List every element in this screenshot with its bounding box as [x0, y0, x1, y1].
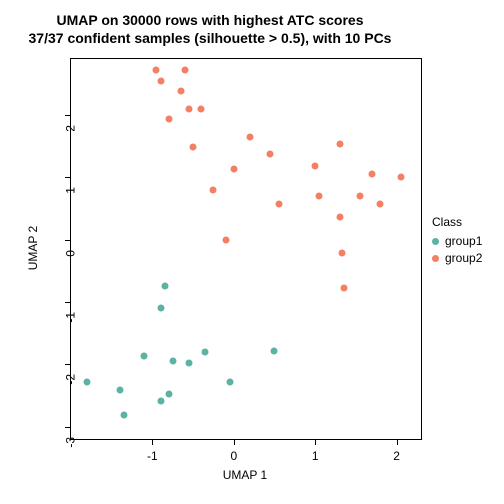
x-tick-label: -1 [147, 439, 158, 463]
data-point [336, 140, 343, 147]
data-point [157, 398, 164, 405]
legend-swatch [432, 238, 439, 245]
legend-item: group2 [432, 250, 482, 267]
data-point [141, 353, 148, 360]
legend: Class group1group2 [432, 215, 482, 267]
title-line-1: UMAP on 30000 rows with highest ATC scor… [56, 12, 363, 28]
legend-label: group2 [445, 250, 482, 267]
data-point [120, 412, 127, 419]
y-tick-label: 2 [64, 115, 78, 132]
data-point [226, 378, 233, 385]
data-point [222, 236, 229, 243]
data-point [161, 282, 168, 289]
title-line-2: 37/37 confident samples (silhouette > 0.… [29, 30, 392, 46]
data-point [181, 67, 188, 74]
data-point [316, 193, 323, 200]
chart-title: UMAP on 30000 rows with highest ATC scor… [0, 12, 420, 47]
y-tick-label: -2 [64, 364, 78, 385]
data-point [165, 115, 172, 122]
data-point [84, 379, 91, 386]
data-point [153, 67, 160, 74]
plot-area: -1012-3-2-1012 [70, 58, 422, 440]
y-tick-label: -3 [64, 427, 78, 448]
x-tick-label: 2 [393, 439, 400, 463]
data-point [198, 105, 205, 112]
data-point [271, 347, 278, 354]
data-point [165, 391, 172, 398]
data-point [116, 387, 123, 394]
data-point [369, 171, 376, 178]
data-point [186, 105, 193, 112]
y-axis-label: UMAP 2 [26, 58, 40, 438]
data-point [190, 144, 197, 151]
legend-swatch [432, 255, 439, 262]
data-point [157, 305, 164, 312]
data-point [230, 165, 237, 172]
legend-label: group1 [445, 233, 482, 250]
data-point [186, 360, 193, 367]
scatter-chart: UMAP on 30000 rows with highest ATC scor… [0, 0, 504, 504]
y-tick-label: -1 [64, 302, 78, 323]
data-point [267, 151, 274, 158]
x-tick-label: 0 [230, 439, 237, 463]
data-point [210, 186, 217, 193]
data-point [339, 250, 346, 257]
data-point [336, 214, 343, 221]
data-point [275, 201, 282, 208]
data-point [169, 358, 176, 365]
data-point [247, 133, 254, 140]
data-point [312, 163, 319, 170]
x-axis-label: UMAP 1 [70, 468, 420, 482]
legend-item: group1 [432, 233, 482, 250]
legend-title: Class [432, 215, 482, 229]
y-tick-label: 1 [64, 177, 78, 194]
y-tick-label: 0 [64, 240, 78, 257]
data-point [356, 193, 363, 200]
data-point [377, 200, 384, 207]
data-point [340, 285, 347, 292]
data-point [397, 174, 404, 181]
data-point [157, 77, 164, 84]
x-tick-label: 1 [312, 439, 319, 463]
data-point [177, 88, 184, 95]
data-point [202, 348, 209, 355]
